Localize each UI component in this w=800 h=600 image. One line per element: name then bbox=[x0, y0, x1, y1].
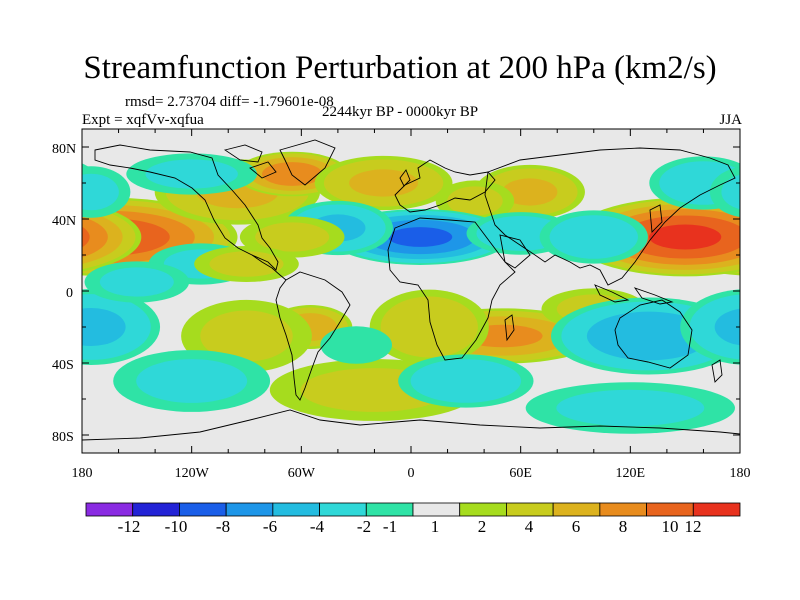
colorbar-swatch bbox=[85, 502, 134, 517]
coast-new-zealand bbox=[711, 359, 723, 383]
colorbar-swatch bbox=[272, 502, 320, 517]
colorbar-label: -1 bbox=[382, 517, 398, 536]
coastlines bbox=[82, 139, 740, 441]
colorbar-label: -6 bbox=[262, 517, 278, 536]
x-tick-label: 180 bbox=[71, 466, 93, 481]
contour-band bbox=[320, 326, 392, 364]
coast-japan bbox=[649, 204, 663, 233]
y-tick-label: 0 bbox=[66, 286, 73, 301]
colorbar-swatch bbox=[412, 502, 461, 517]
coast-britain bbox=[399, 169, 411, 187]
coast-madagascar bbox=[504, 314, 515, 342]
contour-band bbox=[0, 382, 77, 434]
streamfunction-field bbox=[0, 151, 800, 434]
colorbar-label: 4 bbox=[524, 517, 534, 536]
x-tick-label: 180 bbox=[729, 466, 751, 481]
colorbar-label: 10 bbox=[661, 517, 679, 536]
coast-africa bbox=[387, 217, 516, 361]
contour-band bbox=[649, 224, 722, 250]
contour-band bbox=[410, 359, 522, 403]
contour-band bbox=[82, 170, 90, 196]
colorbar-swatch bbox=[365, 502, 414, 517]
rmsd-stats: rmsd= 2.73704 diff= -1.79601e-08 bbox=[125, 94, 334, 110]
coast-arabia bbox=[499, 234, 531, 269]
contour-band bbox=[255, 222, 330, 252]
colorbar-label: 1 bbox=[430, 517, 440, 536]
colorbar-label: -4 bbox=[309, 517, 325, 536]
contour-band bbox=[714, 308, 740, 346]
contour-band bbox=[0, 390, 46, 426]
colorbar-swatch bbox=[179, 502, 227, 517]
contour-band bbox=[0, 312, 52, 361]
contour-band bbox=[136, 359, 248, 403]
period-label: 2244kyr BP - 0000kyr BP bbox=[322, 104, 479, 120]
colorbar-swatch bbox=[506, 502, 554, 517]
chart-title: Streamfunction Perturbation at 200 hPa (… bbox=[83, 50, 717, 86]
colorbar-swatch bbox=[132, 502, 180, 517]
colorbar-label: 12 bbox=[684, 517, 702, 536]
colorbar-label: 8 bbox=[618, 517, 628, 536]
x-tick-label: 60W bbox=[287, 466, 315, 481]
axis-ticks bbox=[81, 129, 741, 453]
contour-band bbox=[99, 267, 174, 297]
coast-antarctica bbox=[82, 409, 740, 441]
contour-band bbox=[82, 173, 119, 211]
colorbar-swatch bbox=[319, 502, 367, 517]
contour-band bbox=[82, 226, 90, 248]
colorbar-label: 6 bbox=[571, 517, 581, 536]
contour-band bbox=[556, 389, 705, 427]
coast-asia bbox=[484, 147, 736, 286]
experiment-label: Expt = xqfVv-xqfua bbox=[82, 112, 204, 128]
contour-band bbox=[721, 174, 740, 210]
contour-band bbox=[771, 350, 800, 412]
coast-canada-arctic bbox=[223, 144, 277, 179]
contour-band bbox=[502, 178, 558, 206]
colorbar-label: -12 bbox=[117, 517, 141, 536]
colorbar-label: -10 bbox=[164, 517, 188, 536]
contour-band bbox=[82, 322, 89, 350]
colorbar bbox=[85, 502, 741, 517]
colorbar-label: -2 bbox=[356, 517, 372, 536]
contour-band bbox=[82, 216, 108, 258]
contour-band bbox=[388, 227, 453, 247]
y-tick-label: 40S bbox=[52, 358, 74, 373]
colorbar-swatch bbox=[552, 502, 601, 517]
y-tick-label: 80S bbox=[52, 430, 74, 445]
colorbar-swatch bbox=[692, 502, 741, 517]
contour-band bbox=[380, 296, 478, 358]
colorbar-label: -8 bbox=[215, 517, 231, 536]
season-label: JJA bbox=[719, 112, 742, 128]
coast-south-america bbox=[275, 271, 351, 401]
contour-band bbox=[743, 261, 800, 302]
contour-band bbox=[758, 267, 800, 296]
coast-central-america bbox=[251, 254, 287, 281]
coast-greenland bbox=[279, 139, 336, 186]
y-tick-label: 80N bbox=[52, 142, 77, 157]
colorbar-swatch bbox=[225, 502, 274, 517]
colorbar-swatch bbox=[599, 502, 647, 517]
y-tick-label: 40N bbox=[52, 214, 77, 229]
coast-europe bbox=[394, 159, 496, 213]
contour-band bbox=[261, 162, 323, 186]
contour-band bbox=[209, 251, 284, 277]
x-tick-label: 120E bbox=[615, 466, 646, 481]
contour-band bbox=[549, 215, 638, 259]
coast-north-america bbox=[94, 144, 279, 271]
contour-band bbox=[200, 310, 293, 362]
coast-australia bbox=[614, 299, 693, 369]
colorbar-swatch bbox=[646, 502, 694, 517]
contour-band bbox=[784, 153, 800, 194]
contour-band bbox=[82, 307, 126, 347]
x-tick-label: 0 bbox=[407, 466, 415, 481]
x-tick-label: 60E bbox=[509, 466, 532, 481]
colorbar-label: 2 bbox=[477, 517, 487, 536]
contour-band bbox=[794, 359, 800, 403]
x-tick-label: 120W bbox=[174, 466, 209, 481]
contour-band bbox=[447, 186, 503, 216]
colorbar-swatch bbox=[459, 502, 507, 517]
